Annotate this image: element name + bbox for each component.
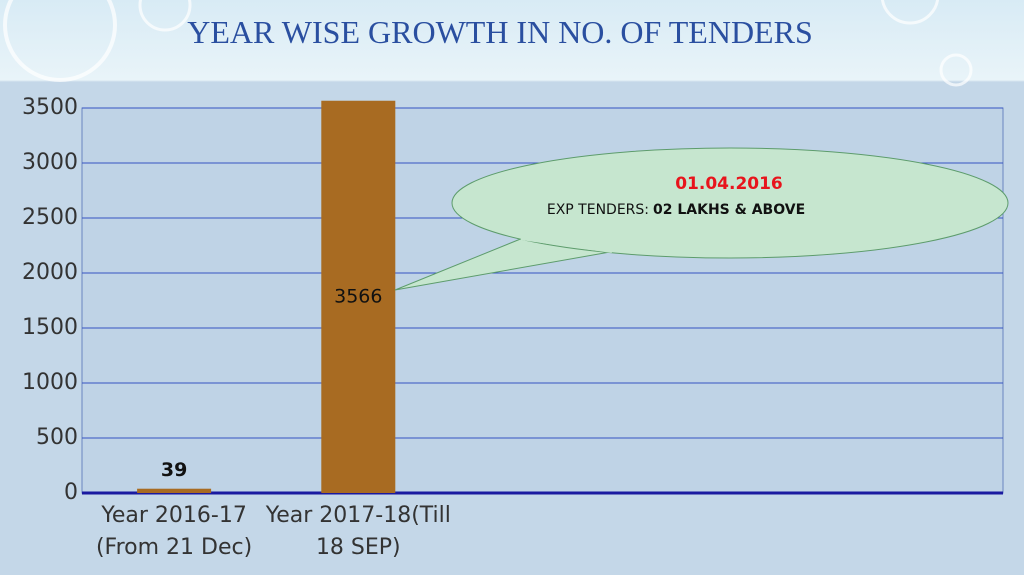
callout-shape [451, 147, 1009, 259]
x-tick-label: Year 2017-18(Till 18 SEP) [265, 503, 451, 560]
bar [137, 488, 212, 493]
y-tick-label: 500 [36, 425, 78, 450]
bubble-decoration [138, 0, 192, 32]
data-label: 3566 [334, 285, 382, 307]
callout-join [520, 236, 613, 253]
y-tick-label: 3500 [22, 95, 78, 120]
chart-title: YEAR WISE GROWTH IN NO. OF TENDERS [187, 14, 813, 50]
y-tick-label: 1500 [22, 315, 78, 340]
bubble-decoration [880, 0, 940, 25]
y-tick-label: 2000 [22, 260, 78, 285]
callout-value: 02 LAKHS & ABOVE [653, 202, 805, 218]
callout-text: EXP TENDERS: 02 LAKHS & ABOVE [547, 202, 805, 218]
y-tick-label: 2500 [22, 205, 78, 230]
y-tick-label: 3000 [22, 150, 78, 175]
callout-label: EXP TENDERS: [547, 202, 649, 218]
callout-date: 01.04.2016 [675, 174, 783, 194]
y-tick-label: 0 [64, 480, 78, 505]
bubble-decoration [939, 53, 973, 87]
callout: 01.04.2016 EXP TENDERS: 02 LAKHS & ABOVE [394, 147, 1009, 291]
bar [321, 100, 396, 494]
bubble-decoration [3, 0, 117, 82]
data-label: 39 [161, 459, 187, 481]
y-tick-label: 1000 [22, 370, 78, 395]
x-tick-label: Year 2016-17 (From 21 Dec) [95, 503, 253, 560]
